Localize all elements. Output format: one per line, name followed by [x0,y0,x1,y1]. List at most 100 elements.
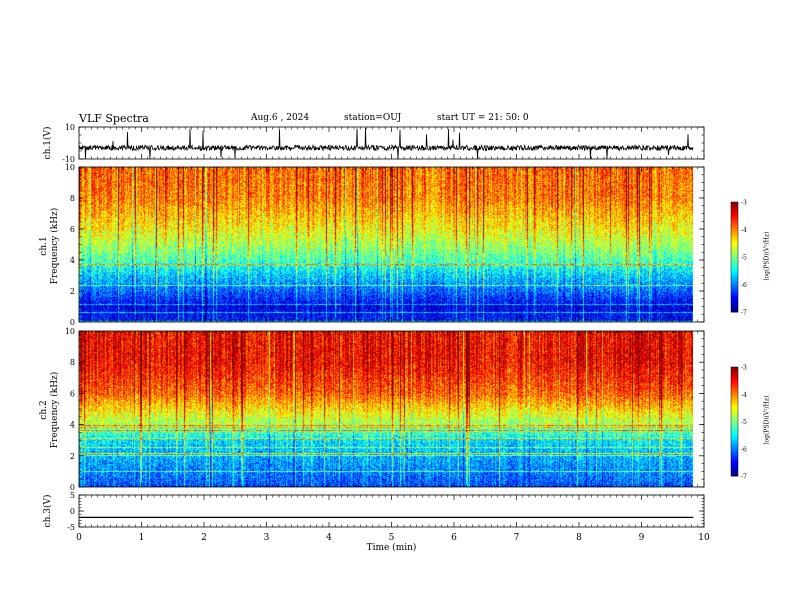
colorbar-segment [731,436,738,439]
y-tick-label: 0 [70,507,75,516]
colorbar-segment [731,441,738,444]
colorbar-segment [731,466,738,470]
colorbar-segment [731,470,738,473]
colorbar-segment [731,304,738,307]
colorbar-segment [731,202,738,205]
y-tick-label: 2 [70,452,75,461]
x-tick-label: 8 [576,533,582,543]
colorbar-segment [731,457,738,461]
colorbar-segment [731,257,738,260]
colorbar-segment [731,412,738,415]
ch1-waveform-line [78,127,694,160]
date-label: Aug.6 , 2024 [251,113,310,123]
colorbar-tick-label: -4 [741,392,747,399]
colorbar-segment [731,446,738,450]
colorbar-segment [731,306,738,309]
y-tick-label: -5 [67,523,75,532]
colorbar-tick-label: -5 [741,419,747,426]
colorbar-tick-label: -3 [741,365,747,372]
ch1-spectrogram-image [79,167,693,322]
colorbar-segment [731,468,738,471]
x-tick-label: 1 [139,533,145,543]
colorbar-segment [731,240,738,243]
ch2-spectrogram-canvas [79,331,693,487]
ch1-waveform-ylabel: ch.1(V) [43,126,53,160]
colorbar-segment [731,266,738,269]
colorbar-segment [731,423,738,426]
colorbar-segment [731,425,738,428]
colorbar-segment [731,459,738,462]
colorbar-segment [731,430,738,433]
colorbar-segment [731,439,738,442]
ch1-spectrogram-canvas [79,167,693,322]
colorbar-segment [731,277,738,280]
colorbar-segment [731,269,738,273]
ch2-colorbar-label: log(PSD)(V²/Hz) [763,395,771,445]
colorbar-segment [731,310,738,313]
colorbar-segment [731,255,738,258]
y-tick-label: 0 [70,483,75,492]
colorbar-segment [731,448,738,451]
colorbar-segment [731,286,738,289]
colorbar-segment [731,456,738,459]
colorbar-segment [731,437,738,441]
colorbar-segment [731,273,738,276]
colorbar-segment [731,231,738,234]
colorbar-segment [731,235,738,238]
colorbar-segment [731,385,738,388]
colorbar-tick-label: -7 [741,474,747,481]
colorbar-segment [731,213,738,216]
colorbar-segment [731,416,738,419]
colorbar-segment [731,291,738,295]
x-tick-label: 2 [201,533,207,543]
colorbar-segment [731,279,738,282]
colorbar-segment [731,465,738,468]
colorbar-segment [731,236,738,240]
colorbar-segment [731,434,738,437]
y-tick-label: 6 [70,389,75,398]
y-tick-label: 10 [65,163,75,172]
colorbar-segment [731,428,738,431]
colorbar-segment [731,247,738,251]
colorbar-segment [731,472,738,475]
colorbar-segment [731,367,738,370]
ch2-spectrogram-ylabel: ch.2 Frequency (kHz) [39,371,60,449]
colorbar-segment [731,220,738,223]
x-tick-label: 10 [698,533,710,543]
ch3-waveform-ylabel: ch.3(V) [43,494,53,528]
colorbar-segment [731,417,738,421]
colorbar-segment [731,224,738,227]
x-axis-label: Time (min) [367,542,417,553]
colorbar-segment [731,268,738,271]
colorbar-segment [731,225,738,229]
colorbar-segment [731,396,738,399]
colorbar-segment [731,432,738,435]
colorbar-segment [731,463,738,466]
colorbar-segment [731,454,738,457]
colorbar-segment [731,308,738,311]
colorbar-segment [731,229,738,232]
colorbar-segment [731,295,738,298]
colorbar-segment [731,401,738,404]
colorbar-segment [731,383,738,386]
colorbar-segment [731,275,738,278]
colorbar-segment [731,381,738,384]
colorbar-segment [731,297,738,300]
ch2-spectrogram-image [79,331,693,487]
x-tick-label: 9 [639,533,645,543]
colorbar-segment [731,388,738,392]
colorbar-segment [731,443,738,446]
colorbar-segment [731,218,738,221]
colorbar-tick-label: -7 [741,310,747,317]
colorbar-segment [731,397,738,401]
colorbar-segment [731,242,738,245]
colorbar-segment [731,452,738,455]
colorbar-segment [731,227,738,230]
y-tick-label: 8 [70,194,75,203]
x-tick-label: 7 [514,533,520,543]
colorbar-segment [731,386,738,390]
colorbar-segment [731,264,738,267]
y-tick-label: 6 [70,225,75,234]
